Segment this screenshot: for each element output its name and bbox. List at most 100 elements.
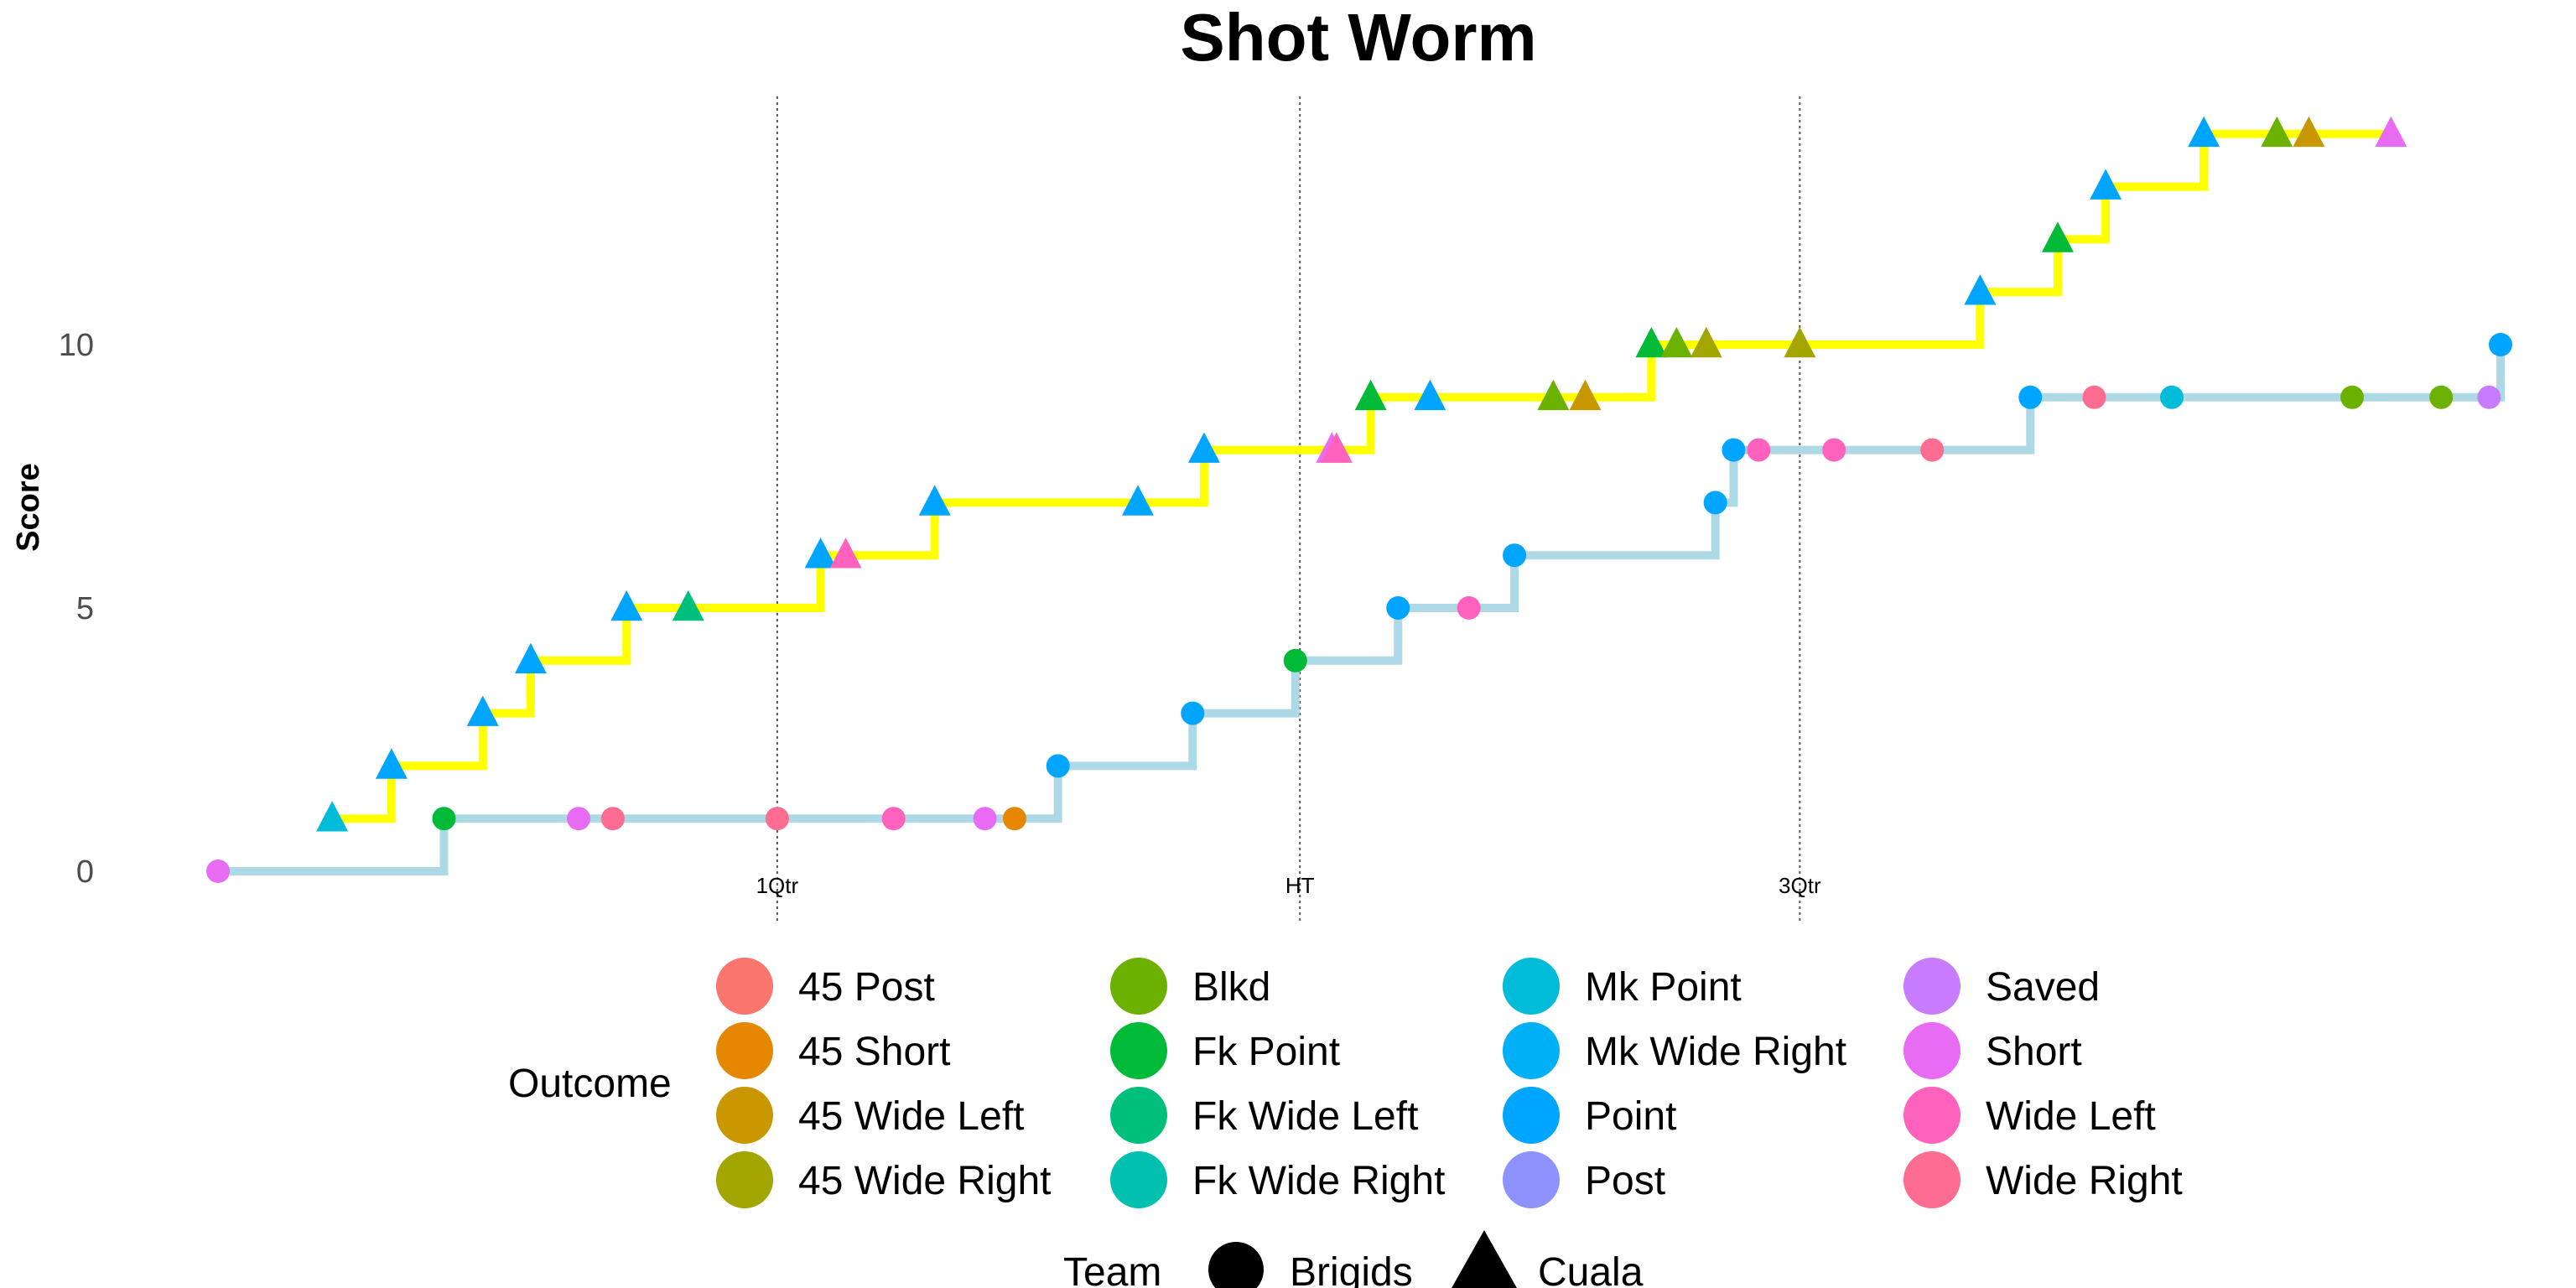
shot-marker-cuala-point (610, 589, 643, 621)
legend-label-mk-point: Mk Point (1585, 965, 1742, 1010)
legend-label-fk-wide-left: Fk Wide Left (1192, 1094, 1418, 1139)
legend-label-fk-wide-right: Fk Wide Right (1192, 1159, 1445, 1203)
shot-marker-brigids-saved (2477, 385, 2501, 409)
quarter-label-ht: HT (1285, 873, 1315, 898)
legend-key-mk-wide-right (1503, 1022, 1560, 1079)
legend-key-fk-wide-right (1110, 1151, 1167, 1208)
shot-marker-brigids-wide-right (2082, 385, 2106, 409)
shot-marker-cuala-point (466, 695, 499, 726)
shot-marker-cuala-mk-point (316, 801, 349, 832)
y-tick-label: 5 (76, 591, 94, 626)
legend-key-saved (1903, 958, 1961, 1015)
quarter-markers: 1Qtr HT 3Qtr (756, 96, 1821, 922)
shot-marker-brigids-wide-right (600, 807, 625, 831)
shot-marker-brigids-point (1503, 543, 1527, 568)
shot-marker-brigids-wide-left (1747, 438, 1771, 462)
legend-key-wide-left (1903, 1087, 1961, 1144)
outcome-legend-title: Outcome (508, 1062, 672, 1106)
legend-label-fk-point: Fk Point (1192, 1030, 1340, 1074)
y-tick-label: 10 (59, 328, 94, 363)
y-axis-label: Score (11, 463, 46, 552)
legend-label-45-wide-right: 45 Wide Right (798, 1159, 1051, 1203)
legend-label-short: Short (1986, 1030, 2082, 1074)
shot-marker-brigids-point (1703, 491, 1727, 515)
legend-label-45-wide-left: 45 Wide Left (798, 1094, 1024, 1139)
shot-marker-brigids-wide-left (1822, 438, 1846, 462)
shot-marker-brigids-fk-point (432, 807, 456, 831)
shot-marker-brigids-point (1046, 754, 1070, 778)
legend-label-wide-left: Wide Left (1986, 1094, 2156, 1139)
y-axis-ticks: 0 5 10 (59, 328, 94, 890)
shot-marker-brigids-blkd (2340, 385, 2365, 409)
shot-marker-brigids-point (2489, 333, 2512, 356)
worm-line-cuala (332, 129, 2392, 823)
legend-key-short (1903, 1022, 1961, 1079)
shot-marker-cuala-short (2375, 116, 2407, 148)
team-key-cuala (1452, 1230, 1517, 1288)
legend-label-45-short: 45 Short (798, 1030, 950, 1074)
shot-marker-brigids-fk-point (1283, 648, 1307, 673)
shot-marker-cuala-45-wide-left (2293, 116, 2325, 148)
shot-marker-cuala-45-wide-left (1569, 379, 1602, 411)
shot-marker-cuala-fk-point (1635, 326, 1668, 358)
worm-lines (218, 129, 2505, 875)
shot-marker-cuala-point (514, 642, 547, 674)
worm-line-brigids (218, 345, 2505, 875)
shot-marker-brigids-short (206, 860, 230, 883)
team-legend: Team Brigids Cuala (1063, 1230, 1644, 1288)
shot-marker-cuala-wide-left (829, 538, 862, 569)
shot-marker-cuala-45-wide-right (1690, 326, 1722, 358)
shot-marker-cuala-45-wide-right (1784, 326, 1816, 358)
shot-marker-brigids-45-short (1002, 807, 1026, 831)
legend-key-45-post (716, 958, 773, 1015)
shot-marker-cuala-wide-left (1320, 432, 1353, 463)
shot-marker-cuala-point (2090, 169, 2122, 200)
legend-label-wide-right: Wide Right (1986, 1159, 2183, 1203)
legend-key-point (1503, 1087, 1560, 1144)
team-legend-title: Team (1063, 1250, 1161, 1288)
quarter-label-3qtr: 3Qtr (1779, 873, 1821, 898)
shot-marker-cuala-point (918, 485, 951, 516)
shot-marker-brigids-wide-right (765, 807, 789, 831)
legend-key-blkd (1110, 958, 1167, 1015)
shot-marker-cuala-blkd (1537, 379, 1570, 411)
shot-marker-cuala-fk-point (1354, 379, 1387, 411)
shot-marker-brigids-point (2018, 385, 2043, 409)
shot-marker-brigids-wide-right (1920, 438, 1945, 462)
legend-label-point: Point (1585, 1094, 1676, 1139)
shot-marker-brigids-wide-left (881, 807, 906, 831)
shot-marker-brigids-wide-left (1457, 596, 1481, 620)
legend-label-post: Post (1585, 1159, 1665, 1203)
team-label-brigids: Brigids (1290, 1250, 1413, 1288)
shot-marker-cuala-point (2188, 116, 2220, 148)
shot-marker-brigids-short (973, 807, 997, 831)
shot-marker-cuala-point (375, 748, 408, 779)
shot-marker-brigids-mk-point (2160, 385, 2184, 409)
legend-key-fk-point (1110, 1022, 1167, 1079)
legend-key-fk-wide-left (1110, 1087, 1167, 1144)
shot-marker-cuala-fk-point (2041, 221, 2074, 252)
shot-markers (206, 116, 2512, 883)
quarter-label-1qtr: 1Qtr (756, 873, 799, 898)
shot-marker-cuala-point (1414, 379, 1446, 411)
y-tick-label: 0 (76, 854, 94, 890)
shot-marker-cuala-point (1964, 274, 1997, 305)
legend-key-45-wide-right (716, 1151, 773, 1208)
legend-label-45-post: 45 Post (798, 965, 935, 1010)
legend-key-45-short (716, 1022, 773, 1079)
legend-key-post (1503, 1151, 1560, 1208)
team-label-cuala: Cuala (1538, 1250, 1644, 1288)
shot-marker-cuala-fk-wide-left (672, 589, 704, 621)
shot-marker-cuala-blkd (2261, 116, 2293, 148)
shot-marker-brigids-point (1722, 438, 1746, 462)
legend-label-mk-wide-right: Mk Wide Right (1585, 1030, 1846, 1074)
outcome-legend: Outcome 45 Post 45 Short 45 Wide Left 45 Wi… (508, 958, 2183, 1208)
legend-label-saved: Saved (1986, 965, 2100, 1010)
shot-marker-cuala-point (804, 538, 837, 569)
shot-marker-cuala-point (1121, 485, 1154, 516)
shot-marker-brigids-point (1386, 596, 1410, 620)
shot-marker-cuala-blkd (1660, 326, 1693, 358)
shot-marker-brigids-point (1181, 701, 1205, 725)
shot-marker-brigids-short (567, 807, 591, 831)
